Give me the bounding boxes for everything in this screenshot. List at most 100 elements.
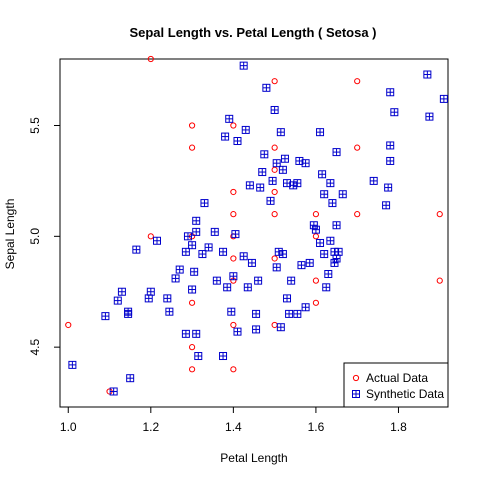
synthetic-data-point: [324, 270, 333, 279]
synthetic-data-point: [301, 159, 310, 168]
synthetic-data-point: [289, 181, 298, 190]
synthetic-data-point: [221, 132, 230, 141]
actual-data-point: [230, 321, 237, 329]
legend-circle-marker: [352, 374, 360, 382]
actual-data-point: [312, 277, 320, 284]
actual-data-point: [354, 144, 361, 151]
synthetic-data-point: [171, 274, 180, 283]
synthetic-data-point: [266, 196, 275, 205]
x-axis-label: Petal Length: [220, 451, 287, 465]
synthetic-data-point: [293, 179, 302, 188]
synthetic-data-point: [262, 83, 271, 92]
synthetic-data-point: [192, 216, 201, 225]
synthetic-data-point: [200, 199, 209, 208]
synthetic-data-point: [188, 241, 197, 250]
synthetic-data-point: [241, 125, 250, 134]
actual-data-point: [436, 277, 443, 284]
actual-data-point: [188, 344, 196, 351]
synthetic-data-point: [233, 327, 242, 336]
synthetic-data-point: [276, 323, 285, 332]
synthetic-data-point: [219, 352, 228, 361]
actual-data-point: [271, 144, 278, 151]
y-axis: 4.5 5.0 5.5: [28, 117, 61, 355]
synthetic-data-point: [278, 250, 287, 259]
actual-data-point: [271, 166, 278, 173]
synthetic-data-point: [260, 150, 269, 159]
legend-box: [343, 362, 449, 408]
synthetic-data-point: [268, 176, 277, 185]
synthetic-data-point: [258, 168, 267, 177]
synthetic-data-point: [254, 276, 263, 285]
synthetic-data-point: [239, 252, 248, 261]
synthetic-data-point: [320, 190, 329, 199]
actual-data-point: [271, 321, 278, 329]
synthetic-data-point: [252, 325, 261, 334]
synthetic-data-point: [227, 307, 236, 316]
synthetic-data-point: [318, 170, 327, 179]
actual-data-point: [147, 233, 154, 240]
legend-actual-data: Actual Data: [366, 371, 428, 385]
legend-synthetic-data: Synthetic Data: [366, 387, 444, 401]
synthetic-data-point: [247, 258, 256, 267]
synthetic-data-point: [297, 261, 306, 270]
actual-data-point: [230, 366, 237, 373]
synthetic-data-point: [68, 360, 77, 369]
synthetic-data-point: [390, 108, 399, 117]
synthetic-data-point: [272, 263, 281, 272]
synthetic-data-point: [239, 61, 248, 70]
synthetic-data-point: [276, 128, 285, 137]
synthetic-data-point: [233, 137, 242, 146]
synthetic-data-point: [132, 245, 141, 254]
synthetic-data-point: [386, 141, 395, 150]
x-axis: 1.0 1.2 1.4 1.6 1.8: [60, 406, 407, 434]
synthetic-data-point: [113, 296, 122, 305]
synthetic-data-point: [316, 238, 325, 247]
actual-data-point: [230, 211, 237, 218]
synthetic-data-point: [243, 283, 252, 292]
synthetic-data-point: [198, 250, 207, 259]
actual-data-point: [271, 211, 278, 218]
data-points: [65, 55, 448, 396]
synthetic-data-point: [332, 148, 341, 157]
synthetic-data-point: [181, 329, 190, 338]
synthetic-data-point: [175, 265, 184, 274]
synthetic-data-point: [146, 287, 155, 296]
actual-data-point: [312, 299, 320, 306]
synthetic-data-point: [181, 247, 190, 256]
synthetic-data-point: [283, 294, 292, 303]
synthetic-data-point: [256, 183, 265, 192]
synthetic-data-point: [369, 176, 378, 185]
actual-data-point: [230, 122, 237, 129]
y-axis-label: Sepal Length: [3, 199, 17, 270]
actual-data-point: [188, 122, 196, 129]
synthetic-data-point: [274, 247, 283, 256]
chart-title: Sepal Length vs. Petal Length ( Setosa ): [129, 25, 376, 40]
synthetic-data-point: [293, 309, 302, 318]
synthetic-data-point: [316, 128, 325, 137]
actual-data-point: [147, 55, 154, 63]
synthetic-data-point: [101, 312, 110, 321]
synthetic-data-point: [163, 294, 172, 303]
synthetic-data-point: [386, 88, 395, 97]
actual-data-point: [188, 366, 196, 373]
synthetic-data-point: [210, 227, 219, 236]
legend-boxplus-marker: [352, 390, 360, 398]
synthetic-data-point: [252, 309, 261, 318]
synthetic-data-point: [330, 258, 339, 267]
synthetic-data-point: [272, 159, 281, 168]
actual-data-point: [354, 211, 361, 218]
synthetic-data-point: [328, 199, 337, 208]
x-tick-label: 1.2: [142, 420, 159, 434]
actual-data-point: [436, 211, 443, 218]
actual-data-point: [312, 211, 320, 218]
synthetic-data-point: [126, 374, 135, 383]
synthetic-data-point: [223, 283, 232, 292]
synthetic-data-point: [326, 179, 335, 188]
synthetic-data-point: [425, 112, 434, 121]
x-tick-label: 1.8: [390, 420, 407, 434]
y-tick-label: 5.5: [28, 117, 42, 134]
synthetic-data-point: [194, 352, 203, 361]
synthetic-data-point: [280, 154, 289, 163]
y-tick-label: 5.0: [28, 228, 42, 245]
x-tick-label: 1.6: [308, 420, 325, 434]
